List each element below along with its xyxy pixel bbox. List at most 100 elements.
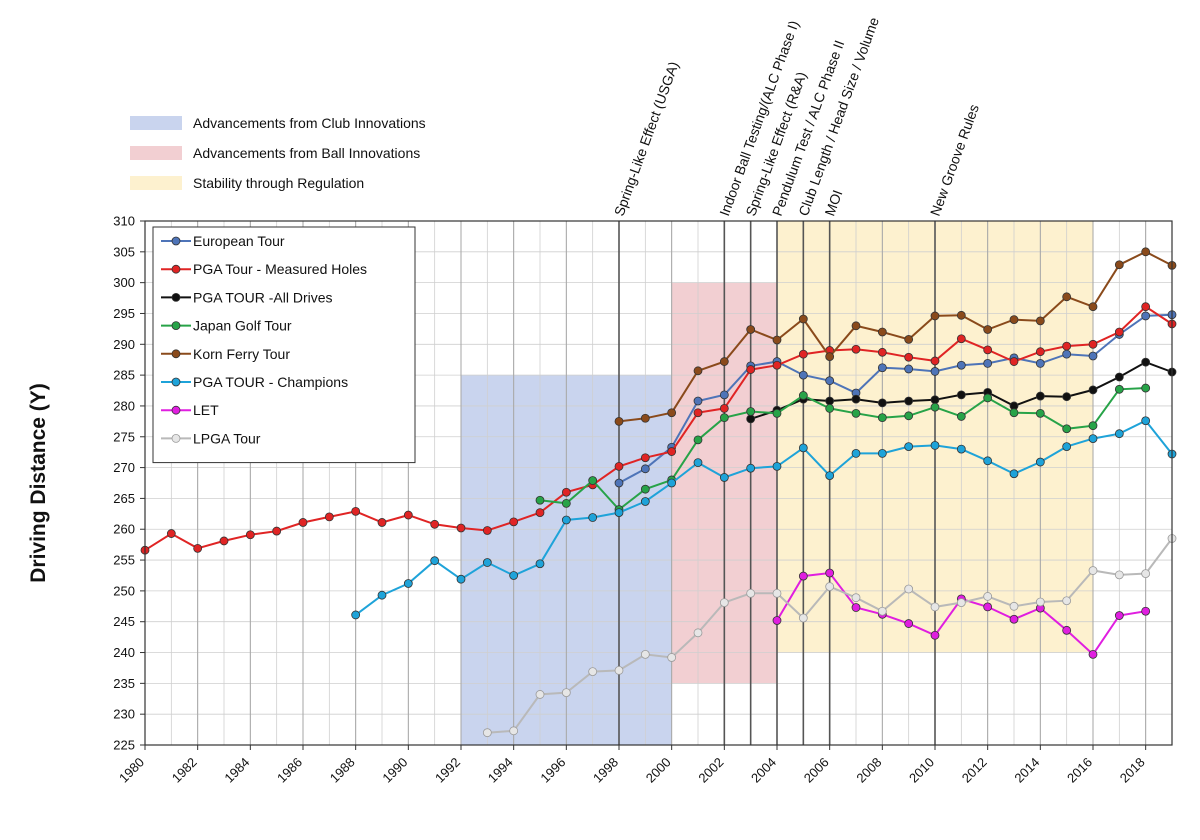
data-point bbox=[851, 394, 861, 404]
data-point bbox=[1141, 247, 1151, 257]
x-tick-label: 1986 bbox=[274, 755, 305, 786]
data-point bbox=[456, 523, 466, 533]
legend-marker bbox=[171, 405, 181, 415]
series-pga-tour-champions bbox=[351, 416, 1177, 620]
x-tick-label: 2000 bbox=[643, 755, 674, 786]
series-line bbox=[539, 387, 1146, 511]
data-point bbox=[772, 408, 782, 418]
data-point bbox=[956, 310, 966, 320]
data-point bbox=[877, 606, 887, 616]
data-point bbox=[324, 512, 334, 522]
data-point bbox=[1009, 408, 1019, 418]
data-point bbox=[1141, 311, 1151, 321]
y-tick-label: 275 bbox=[113, 429, 135, 444]
data-point bbox=[509, 517, 519, 527]
data-point bbox=[851, 603, 861, 612]
data-point bbox=[1088, 351, 1098, 361]
data-point bbox=[719, 357, 729, 366]
y-axis-label: Driving Distance (Y) bbox=[27, 383, 50, 583]
region-legend: Advancements from Club Innovations Advanc… bbox=[130, 115, 426, 191]
data-point bbox=[509, 726, 519, 736]
legend-box bbox=[152, 226, 416, 464]
data-point bbox=[456, 574, 466, 584]
data-point bbox=[1009, 469, 1019, 479]
y-tick-label: 250 bbox=[113, 583, 135, 598]
data-point bbox=[693, 408, 703, 418]
data-point bbox=[719, 390, 729, 400]
data-point bbox=[482, 558, 492, 567]
data-point bbox=[640, 649, 650, 659]
data-point bbox=[825, 396, 835, 406]
data-point bbox=[403, 579, 413, 588]
event-lines bbox=[618, 221, 936, 745]
x-tick-label: 1992 bbox=[432, 755, 463, 786]
data-point bbox=[667, 447, 677, 456]
y-tick-label: 280 bbox=[113, 398, 135, 413]
data-point bbox=[877, 398, 887, 408]
data-point bbox=[719, 598, 729, 607]
data-point bbox=[956, 444, 966, 454]
data-point bbox=[1009, 601, 1019, 611]
data-point bbox=[851, 449, 861, 458]
data-point bbox=[693, 366, 703, 376]
x-tick-label: 2004 bbox=[748, 755, 779, 786]
data-point bbox=[772, 461, 782, 471]
data-point bbox=[482, 526, 492, 535]
data-point bbox=[1114, 384, 1124, 394]
legend-label: European Tour bbox=[193, 233, 285, 249]
legend-marker bbox=[171, 292, 181, 302]
data-point bbox=[930, 311, 940, 321]
data-point bbox=[904, 442, 914, 452]
data-point bbox=[1141, 416, 1151, 426]
data-point bbox=[1088, 649, 1098, 659]
y-tick-label: 295 bbox=[113, 306, 135, 321]
legend-label: PGA TOUR -All Drives bbox=[193, 289, 333, 305]
data-point bbox=[1035, 347, 1045, 357]
data-point bbox=[825, 352, 835, 362]
data-point bbox=[588, 513, 598, 522]
data-point bbox=[772, 588, 782, 598]
event-annotation: Spring-Like Effect (USGA) bbox=[611, 59, 682, 218]
data-point bbox=[798, 443, 808, 453]
data-point bbox=[1141, 383, 1151, 393]
x-tick-label: 2008 bbox=[853, 755, 884, 786]
series-line bbox=[144, 305, 1173, 552]
data-point bbox=[904, 364, 914, 374]
series-legend: European Tour PGA Tour - Measured Holes PG… bbox=[152, 226, 416, 464]
data-point bbox=[772, 335, 782, 345]
data-point bbox=[851, 593, 861, 603]
data-point bbox=[351, 506, 361, 516]
data-point bbox=[1035, 597, 1045, 607]
data-point bbox=[535, 559, 545, 569]
y-tick-label: 255 bbox=[113, 553, 135, 568]
x-tick-label: 1996 bbox=[537, 755, 568, 786]
data-point bbox=[1114, 372, 1124, 382]
data-point bbox=[1062, 292, 1072, 302]
event-annotations: Spring-Like Effect (USGA) Indoor Ball Tes… bbox=[611, 15, 982, 218]
x-tick-label: 2014 bbox=[1011, 755, 1042, 786]
data-point bbox=[1088, 385, 1098, 395]
data-point bbox=[956, 360, 966, 370]
data-point bbox=[1088, 339, 1098, 349]
data-point bbox=[535, 495, 545, 505]
legend-label: LET bbox=[193, 402, 219, 418]
x-tick-label: 1980 bbox=[116, 755, 147, 786]
data-point bbox=[1009, 614, 1019, 624]
data-point bbox=[561, 498, 571, 508]
data-point bbox=[614, 461, 624, 471]
data-point bbox=[614, 666, 624, 675]
data-point bbox=[825, 471, 835, 481]
y-axis-ticks: 225 230 235 240 245 250 255 260 265 270 275 280 285 2… bbox=[113, 214, 145, 753]
data-point bbox=[1009, 315, 1019, 325]
data-point bbox=[693, 628, 703, 638]
data-point bbox=[1141, 569, 1151, 579]
data-point bbox=[1062, 424, 1072, 434]
data-point bbox=[482, 728, 492, 738]
data-point bbox=[746, 325, 756, 334]
data-point bbox=[561, 487, 571, 497]
data-point bbox=[983, 456, 993, 466]
data-point bbox=[640, 484, 650, 494]
x-tick-label: 2018 bbox=[1117, 755, 1148, 786]
series-japan-golf-tour bbox=[535, 383, 1151, 514]
data-point bbox=[1114, 611, 1124, 620]
